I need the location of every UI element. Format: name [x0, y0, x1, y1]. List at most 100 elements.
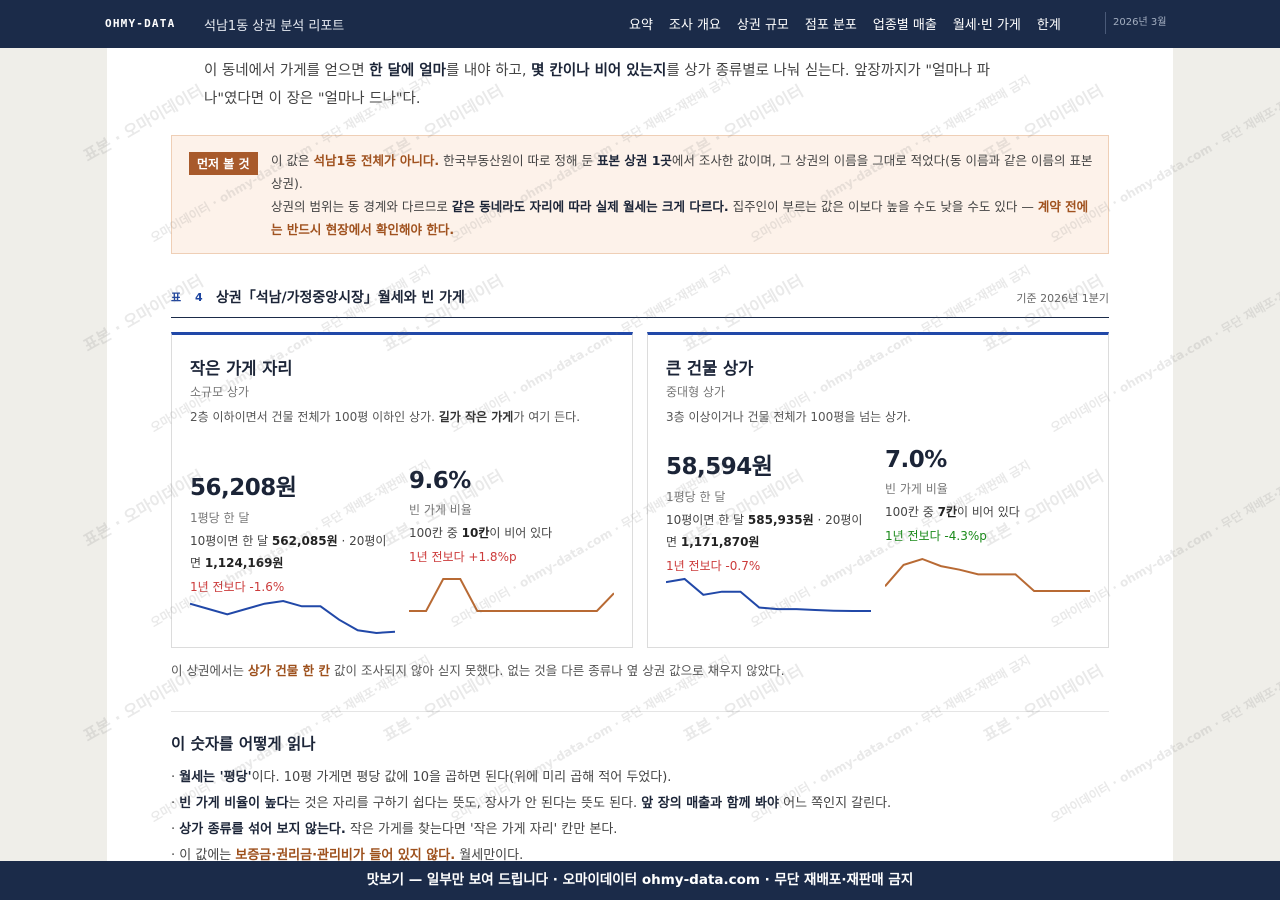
report-date: 2026년 3월	[1105, 12, 1166, 34]
notice-text: 이 값은 석남1동 전체가 아니다. 한국부동산원이 따로 정해 둔 표본 상권…	[271, 149, 1096, 241]
item-text: 작은 가게를 찾는다면 '작은 가게 자리' 칸만 본다.	[345, 822, 618, 837]
vacancy-trend-line	[409, 578, 614, 612]
item-text: 월세만이다.	[455, 848, 524, 861]
rent-note: 10평이면 한 달 585,935원 · 20평이면 1,171,870원	[666, 509, 871, 553]
vacancy-value: 7.0%	[885, 447, 947, 473]
nav-link-limitations[interactable]: 한계	[1036, 18, 1061, 33]
card-title: 작은 가게 자리	[190, 359, 293, 378]
vacancy-label: 빈 가게 비율	[885, 482, 948, 496]
vacancy-change: 1년 전보다 +1.8%p	[409, 550, 517, 564]
note-segment: 값이 조사되지 않아 싣지 못했다. 없는 것을 다른 종류나 옆 상권 값으로…	[330, 663, 785, 678]
bullet: ·	[171, 822, 180, 837]
note-segment: 이 비어 있다	[957, 505, 1020, 519]
nav-link-survey-overview[interactable]: 조사 개요	[668, 18, 721, 33]
table-title: 상권「석남/가정중앙시장」월세와 빈 가게	[216, 290, 465, 306]
notice-emphasis: 같은 동네라도 자리에 따라 실제 월세는 크게 다르다.	[451, 199, 729, 214]
table-basis-date: 기준 2026년 1분기	[1016, 292, 1109, 305]
nav-links: 요약 조사 개요 상권 규모 점포 분포 업종별 매출 월세·빈 가게 한계	[629, 14, 1077, 33]
vacancy-metric: 7.0% 빈 가게 비율 100칸 중 7칸이 비어 있다 1년 전보다 -4.…	[885, 447, 1090, 544]
vacancy-sparkline	[885, 557, 1090, 592]
bullet: ·	[171, 770, 180, 785]
intro-emphasis: 한 달에 얼마	[369, 63, 446, 79]
rent-value: 56,208원	[190, 475, 297, 501]
item-text: 이다. 10평 가게면 평당 값에 10을 곱하면 된다(위에 미리 곱해 적어…	[251, 770, 672, 785]
vacancy-note: 100칸 중 7칸이 비어 있다	[885, 501, 1090, 523]
rent-change: 1년 전보다 -1.6%	[190, 580, 285, 594]
desc-segment: 가 여기 든다.	[513, 410, 581, 424]
card-large-building: 큰 건물 상가 중대형 상가 3층 이상이거나 건물 전체가 100평을 넘는 …	[647, 332, 1109, 648]
nav-link-market-size[interactable]: 상권 규모	[736, 18, 789, 33]
brand-logo[interactable]: OHMY-DATA	[105, 17, 176, 30]
rent-trend-line	[666, 577, 871, 612]
vacancy-note: 100칸 중 10칸이 비어 있다	[409, 522, 614, 544]
note-value: 585,935원	[747, 513, 814, 527]
desc-segment: 3층 이상이거나 건물 전체가 100평을 넘는 상가.	[666, 410, 911, 424]
card-subtitle: 소규모 상가	[190, 385, 250, 399]
rent-sparkline	[666, 577, 871, 612]
note-segment: 10평이면 한 달	[666, 513, 748, 527]
note-segment: · 20평이면	[190, 534, 387, 570]
note-value: 562,085원	[271, 534, 338, 548]
rent-label: 1평당 한 달	[190, 511, 250, 525]
intro-text: 이 동네에서 가게를 얻으면	[204, 63, 370, 79]
notice-line-2: 상권의 범위는 동 경계와 다르므로 같은 동네라도 자리에 따라 실제 월세는…	[271, 195, 1096, 241]
item-emphasis: 빈 가게 비율이 높다	[179, 796, 289, 811]
intro-text: 를 내야 하고,	[445, 63, 532, 79]
card-description: 3층 이상이거나 건물 전체가 100평을 넘는 상가.	[666, 407, 1086, 427]
notice-segment: 집주인이 부르는 값은 이보다 높을 수도 낮을 수도 있다 —	[728, 199, 1038, 214]
note-value: 1,124,169원	[204, 556, 284, 570]
notice-box: 먼저 볼 것 이 값은 석남1동 전체가 아니다. 한국부동산원이 따로 정해 …	[171, 135, 1109, 254]
nav-link-store-distribution[interactable]: 점포 분포	[804, 18, 857, 33]
rent-metric: 58,594원 1평당 한 달 10평이면 한 달 585,935원 · 20평…	[666, 447, 871, 574]
nav-link-sales-by-industry[interactable]: 업종별 매출	[872, 18, 937, 33]
item-text: 어느 쪽인지 갈린다.	[778, 796, 892, 811]
rent-change: 1년 전보다 -0.7%	[666, 559, 761, 573]
rent-value: 58,594원	[666, 454, 773, 480]
nav-link-summary[interactable]: 요약	[629, 18, 653, 33]
vacancy-change: 1년 전보다 -4.3%p	[885, 529, 987, 543]
notice-segment: 상권의 범위는 동 경계와 다르므로	[271, 199, 452, 214]
note-segment: 100칸 중	[885, 505, 938, 519]
intro-paragraph: 이 동네에서 가게를 얻으면 한 달에 얼마를 내야 하고, 몇 칸이나 비어 …	[204, 57, 1004, 113]
howto-list: · 월세는 '평당'이다. 10평 가게면 평당 값에 10을 곱하면 된다(위…	[171, 765, 1109, 861]
card-subtitle: 중대형 상가	[666, 385, 726, 399]
notice-emphasis: 계약 전에는 반드시 현장에서 확인해야 한다.	[271, 199, 1089, 237]
missing-data-note: 이 상권에서는 상가 건물 한 칸 값이 조사되지 않아 싣지 못했다. 없는 …	[171, 660, 785, 679]
vacancy-metric: 9.6% 빈 가게 비율 100칸 중 10칸이 비어 있다 1년 전보다 +1…	[409, 468, 614, 565]
notice-emphasis: 표본 상권 1곳	[596, 153, 672, 168]
note-value: 10칸	[461, 526, 490, 540]
notice-segment: 이 값은	[271, 153, 314, 168]
rent-metric: 56,208원 1평당 한 달 10평이면 한 달 562,085원 · 20평…	[190, 468, 395, 595]
desc-segment: 2층 이하이면서 건물 전체가 100평 이하인 상가.	[190, 410, 439, 424]
notice-segment: 한국부동산원이 따로 정해 둔	[439, 153, 597, 168]
item-emphasis: 상가 종류를 섞어 보지 않는다.	[179, 822, 346, 837]
nav-link-rent-vacancy[interactable]: 월세·빈 가게	[952, 18, 1021, 33]
desc-emphasis: 길가 작은 가게	[438, 410, 514, 424]
vacancy-sparkline	[409, 578, 614, 612]
notice-emphasis: 석남1동 전체가 아니다.	[313, 153, 440, 168]
notice-line-1: 이 값은 석남1동 전체가 아니다. 한국부동산원이 따로 정해 둔 표본 상권…	[271, 149, 1096, 195]
item-text: 는 것은 자리를 구하기 쉽다는 뜻도, 장사가 안 된다는 뜻도 된다.	[288, 796, 642, 811]
note-segment: 이 상권에서는	[171, 663, 248, 678]
card-description: 2층 이하이면서 건물 전체가 100평 이하인 상가. 길가 작은 가게가 여…	[190, 407, 610, 427]
rent-trend-line	[190, 599, 395, 635]
list-item: · 월세는 '평당'이다. 10평 가게면 평당 값에 10을 곱하면 된다(위…	[171, 765, 1109, 791]
notice-segment: 에서 조사한 값이며, 그 상권의 이름을 그대로 적었다(동 이름과 같은 이…	[271, 153, 1093, 191]
card-title: 큰 건물 상가	[666, 359, 754, 378]
note-value: 7칸	[937, 505, 958, 519]
vacancy-label: 빈 가게 비율	[409, 503, 472, 517]
note-emphasis: 상가 건물 한 칸	[247, 663, 331, 678]
section-divider	[171, 711, 1109, 712]
table-number: 표 4	[171, 291, 208, 304]
note-segment: 이 비어 있다	[489, 526, 553, 540]
vacancy-trend-line	[885, 557, 1090, 592]
card-small-store: 작은 가게 자리 소규모 상가 2층 이하이면서 건물 전체가 100평 이하인…	[171, 332, 633, 648]
notice-tag: 먼저 볼 것	[189, 152, 258, 175]
report-page: 이 동네에서 가게를 얻으면 한 달에 얼마를 내야 하고, 몇 칸이나 비어 …	[107, 48, 1173, 861]
list-item: · 상가 종류를 섞어 보지 않는다. 작은 가게를 찾는다면 '작은 가게 자…	[171, 817, 1109, 843]
note-segment: 100칸 중	[409, 526, 462, 540]
note-segment: · 20평이면	[666, 513, 863, 549]
intro-text: 를 상가 종류별로 나눠 싣는다. 앞장까지가 "얼마나 파나"였다면 이 장은…	[204, 63, 991, 107]
preview-footer-banner: 맛보기 — 일부만 보여 드립니다 · 오마이데이터 ohmy-data.com…	[0, 861, 1280, 900]
intro-emphasis: 몇 칸이나 비어 있는지	[531, 63, 667, 79]
